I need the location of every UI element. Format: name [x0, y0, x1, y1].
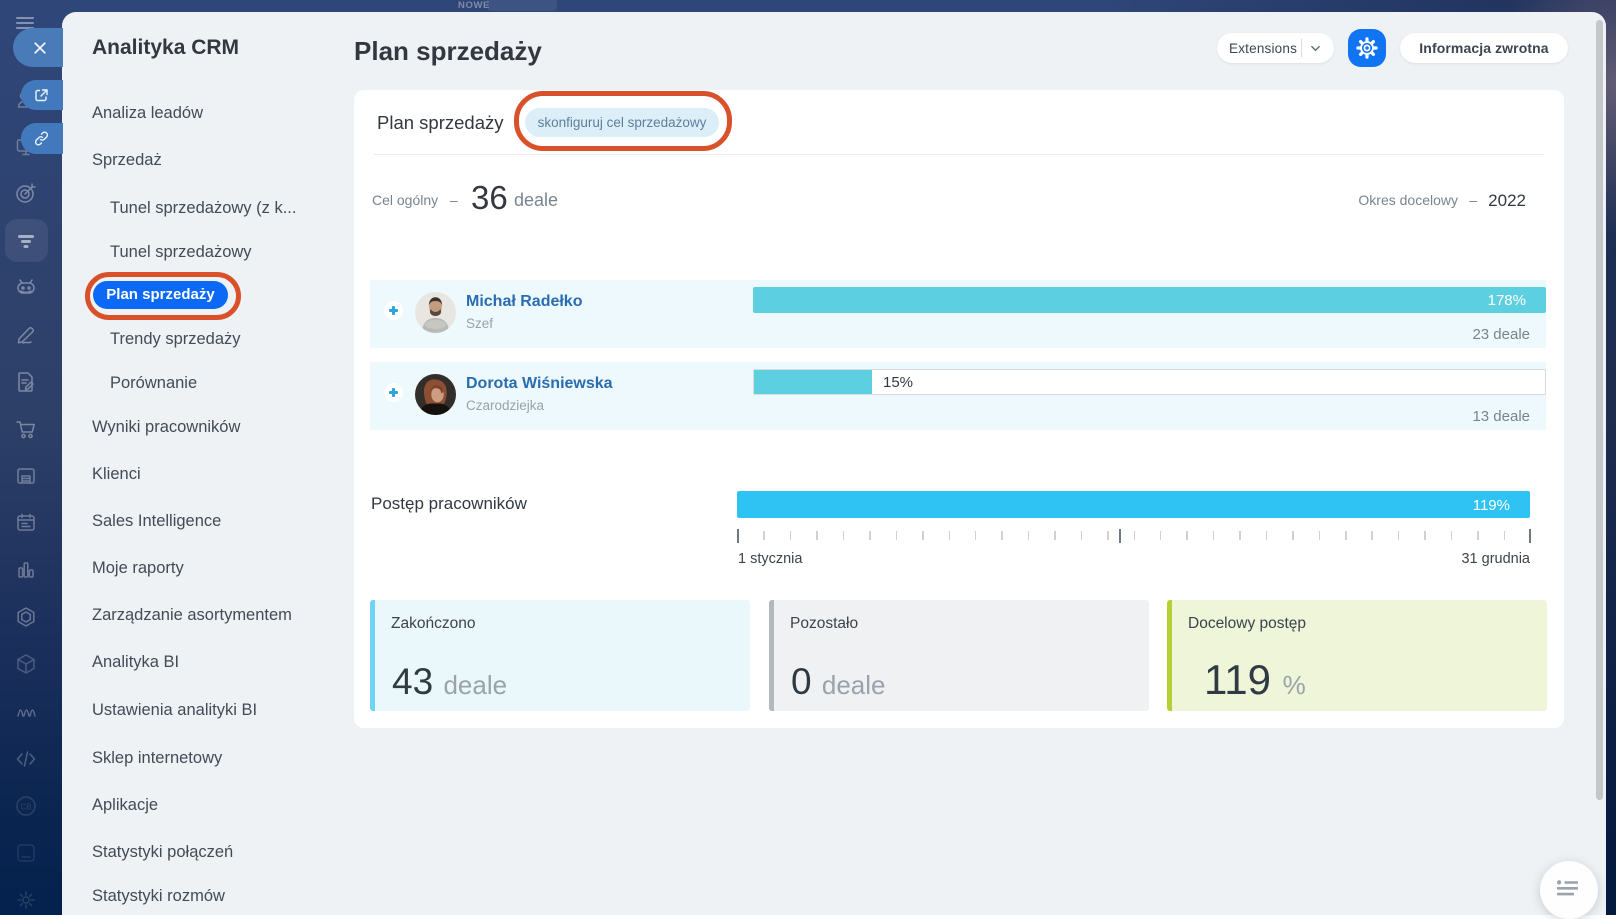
svg-text:CB: CB: [20, 803, 31, 812]
